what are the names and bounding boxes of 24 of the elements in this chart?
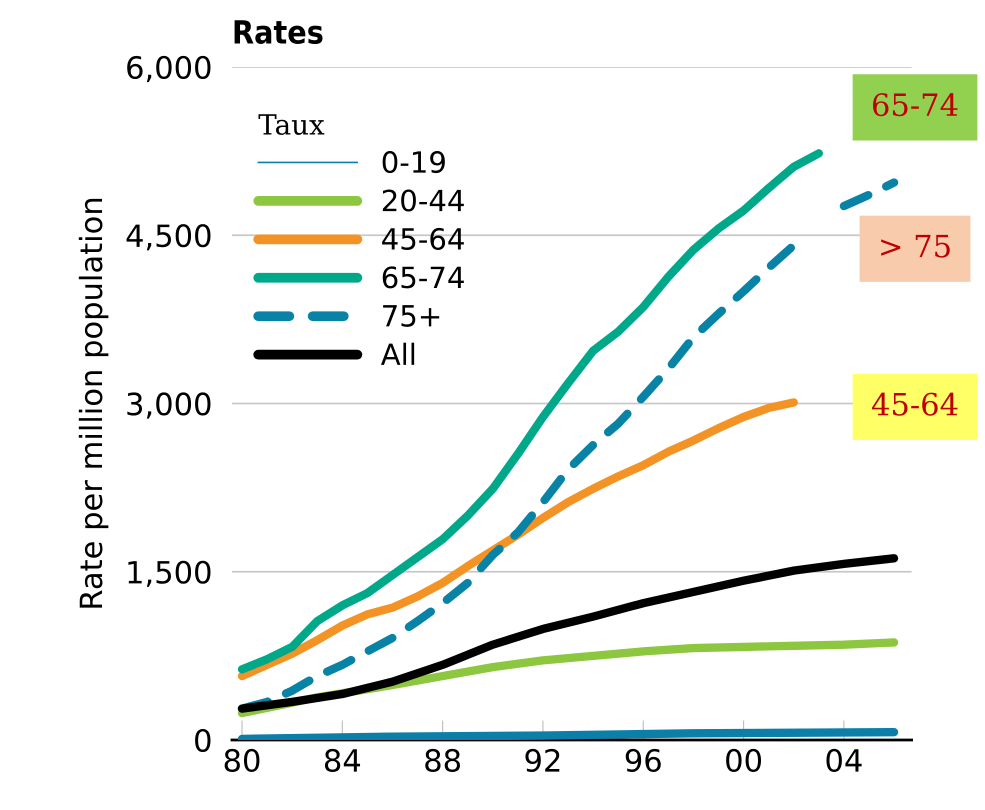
annotation: > 75 xyxy=(881,234,950,258)
x-tick-label: 04 xyxy=(826,748,862,772)
x-tick-label: 80 xyxy=(224,748,260,772)
y-tick-label: 4,500 xyxy=(126,224,210,250)
x-tick-label: 84 xyxy=(324,748,360,772)
y-tick-label: 3,000 xyxy=(127,392,210,419)
legend-label: 65-74 xyxy=(382,266,464,288)
legend-label: All xyxy=(380,342,414,365)
y-tick-label: 0 xyxy=(195,728,210,752)
y-tick-label: 6,000 xyxy=(127,56,210,82)
annotation: 45-64 xyxy=(872,392,958,416)
legend-label: 20-44 xyxy=(382,189,464,212)
x-tick-label: 96 xyxy=(626,748,661,772)
legend-label: 0-19 xyxy=(382,151,445,174)
y-tick-label: 1,500 xyxy=(128,560,210,587)
annotation: 65-74 xyxy=(873,93,958,116)
x-tick-label: 88 xyxy=(425,748,460,772)
x-tick-label: 92 xyxy=(525,748,560,772)
legend-title: Taux xyxy=(258,114,324,135)
x-tick-label: 00 xyxy=(726,748,761,772)
legend-label: 45-64 xyxy=(382,228,464,250)
y-axis-title: Rate per million population xyxy=(78,198,108,608)
legend-label: 75+ xyxy=(383,305,440,327)
chart-title: Rates xyxy=(234,20,322,44)
